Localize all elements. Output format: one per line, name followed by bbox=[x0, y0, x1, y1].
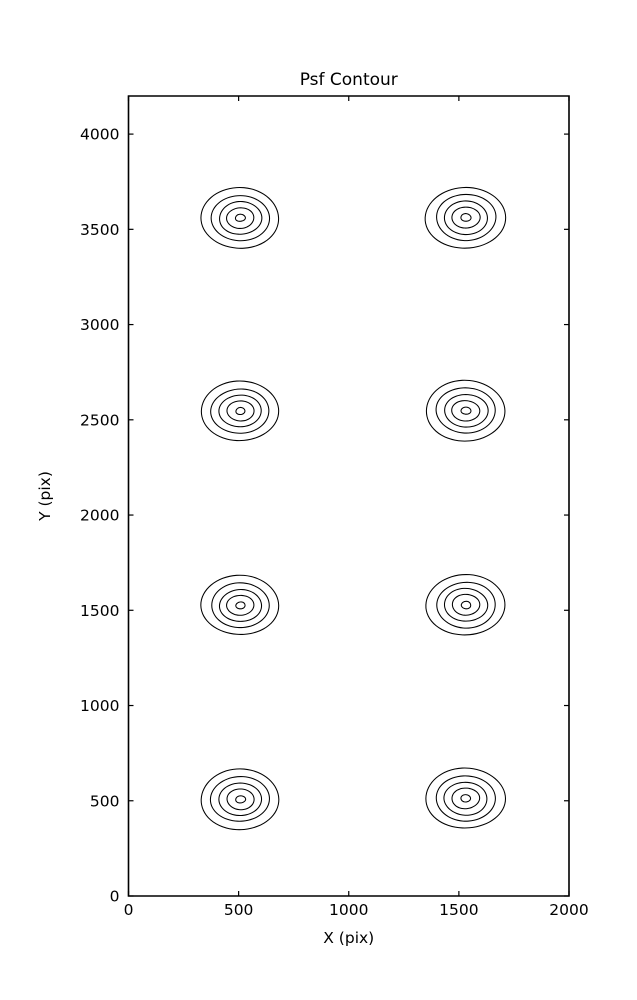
axes-frame bbox=[127, 95, 570, 897]
x-tick-label: 1000 bbox=[329, 901, 368, 919]
psf-contour-blob bbox=[200, 380, 280, 442]
tick-labels-group: 0 500 1000 1500 2000 0 500 1000 1500 2000 2500 3000… bbox=[80, 126, 589, 919]
contour-level-2 bbox=[435, 775, 496, 822]
x-tick-label: 0 bbox=[124, 901, 134, 919]
contour-level-1 bbox=[425, 574, 506, 636]
contour-level-1 bbox=[200, 574, 280, 635]
contour-level-2 bbox=[210, 388, 270, 434]
contour-level-5 bbox=[460, 406, 472, 415]
y-tick-label: 0 bbox=[110, 888, 120, 906]
psf-contour-blob bbox=[424, 186, 507, 249]
contour-level-4 bbox=[451, 206, 481, 229]
x-tick-label: 500 bbox=[224, 901, 254, 919]
contour-level-5 bbox=[235, 406, 246, 416]
contour-level-5 bbox=[460, 600, 472, 610]
contour-level-4 bbox=[226, 788, 255, 811]
contour-level-2 bbox=[210, 195, 271, 242]
y-tick-label: 4000 bbox=[80, 126, 119, 144]
contour-level-3 bbox=[219, 200, 263, 235]
x-axis-label: X (pix) bbox=[323, 929, 374, 947]
contour-level-3 bbox=[218, 588, 263, 622]
x-tick-label: 1500 bbox=[439, 901, 478, 919]
y-axis-label: Y (pix) bbox=[36, 471, 54, 522]
y-tick-label: 1500 bbox=[80, 602, 119, 620]
contour-level-1 bbox=[200, 380, 280, 442]
axes-frame-group bbox=[127, 95, 570, 897]
contour-level-2 bbox=[211, 582, 270, 629]
tick-marks-group bbox=[127, 96, 570, 897]
psf-contour-blob bbox=[425, 379, 506, 442]
contour-level-1 bbox=[425, 379, 506, 442]
psf-contour-blob bbox=[200, 768, 280, 831]
contour-level-4 bbox=[451, 400, 481, 422]
contour-level-4 bbox=[226, 400, 255, 422]
y-tick-label: 500 bbox=[90, 792, 120, 810]
contour-level-2 bbox=[209, 776, 270, 822]
contour-level-4 bbox=[226, 594, 255, 616]
y-tick-label: 1000 bbox=[80, 697, 119, 715]
contour-level-1 bbox=[425, 767, 507, 829]
plot-title: Psf Contour bbox=[300, 70, 398, 90]
y-tick-label: 2000 bbox=[80, 507, 119, 525]
psf-contour-blob bbox=[200, 574, 280, 635]
contour-level-3 bbox=[444, 394, 489, 428]
contour-level-4 bbox=[451, 593, 481, 616]
contour-level-3 bbox=[443, 587, 489, 622]
contour-level-4 bbox=[226, 207, 255, 229]
contour-level-5 bbox=[234, 213, 246, 222]
contour-level-5 bbox=[235, 601, 246, 610]
contour-level-3 bbox=[443, 200, 488, 236]
y-tick-label: 3000 bbox=[80, 316, 119, 334]
contour-level-2 bbox=[436, 581, 496, 629]
contour-level-3 bbox=[218, 782, 263, 817]
contour-level-2 bbox=[435, 387, 496, 434]
contour-level-3 bbox=[218, 394, 262, 428]
psf-contour-blob bbox=[425, 574, 506, 636]
contour-level-1 bbox=[200, 186, 280, 249]
y-tick-label: 2500 bbox=[80, 411, 119, 429]
x-tick-label: 2000 bbox=[549, 901, 588, 919]
contour-level-1 bbox=[424, 186, 507, 249]
contour-series-group bbox=[200, 186, 507, 831]
contour-level-5 bbox=[235, 795, 247, 804]
psf-contour-blob bbox=[200, 186, 280, 249]
contour-level-4 bbox=[451, 787, 481, 810]
psf-contour-blob bbox=[425, 767, 507, 829]
contour-level-3 bbox=[443, 781, 488, 816]
y-tick-label: 3500 bbox=[80, 221, 119, 239]
contour-level-1 bbox=[200, 768, 280, 831]
contour-level-2 bbox=[436, 193, 497, 242]
contour-level-5 bbox=[460, 794, 472, 803]
contour-level-5 bbox=[460, 213, 472, 222]
